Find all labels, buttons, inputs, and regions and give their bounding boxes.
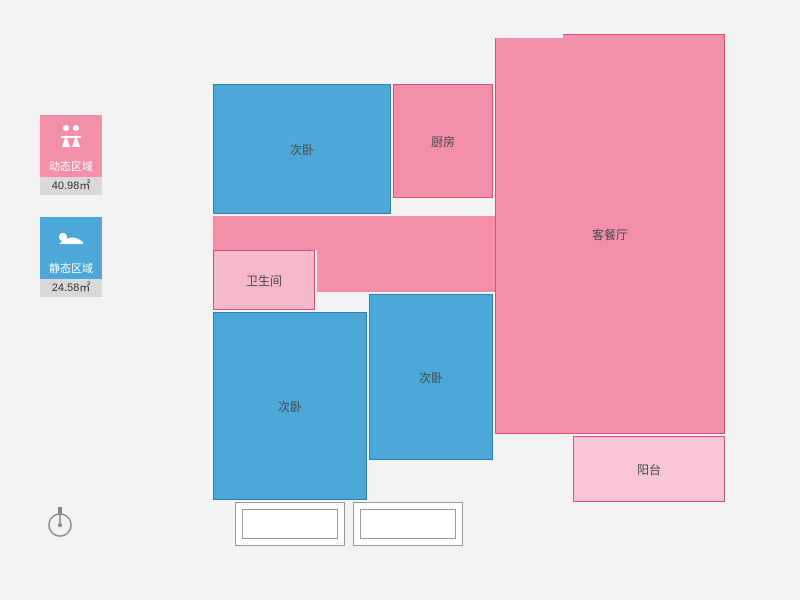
room-label: 阳台 (637, 461, 661, 478)
legend-dynamic: 动态区域 40.98㎡ (40, 115, 102, 195)
balcony-window (235, 502, 345, 546)
legend-dynamic-value: 40.98㎡ (40, 177, 102, 195)
legend-static-value: 24.58㎡ (40, 279, 102, 297)
room-hallway (317, 250, 495, 292)
balcony-window (353, 502, 463, 546)
compass-icon (46, 505, 74, 544)
room-balcony: 阳台 (573, 436, 725, 502)
legend-dynamic-label: 动态区域 (40, 157, 102, 177)
legend: 动态区域 40.98㎡ 静态区域 24.58㎡ (40, 115, 102, 319)
room-bathroom: 卫生间 (213, 250, 315, 310)
room-bedroom-mid: 次卧 (369, 294, 493, 460)
room-label: 次卧 (278, 398, 302, 415)
floor-plan: 客餐厅厨房次卧卫生间次卧次卧阳台 (195, 34, 745, 564)
people-icon (40, 115, 102, 157)
room-living: 客餐厅 (495, 34, 725, 434)
room-bedroom-bottom: 次卧 (213, 312, 367, 500)
room-bedroom-top: 次卧 (213, 84, 391, 214)
room-hallway (213, 216, 495, 250)
room-label: 厨房 (431, 133, 455, 150)
room-label: 次卧 (419, 369, 443, 386)
room-label: 客餐厅 (592, 226, 628, 243)
legend-static: 静态区域 24.58㎡ (40, 217, 102, 297)
sleep-icon (40, 217, 102, 259)
room-label: 次卧 (290, 141, 314, 158)
wall-notch (495, 30, 563, 38)
room-label: 卫生间 (246, 272, 282, 289)
legend-static-label: 静态区域 (40, 259, 102, 279)
room-kitchen: 厨房 (393, 84, 493, 198)
